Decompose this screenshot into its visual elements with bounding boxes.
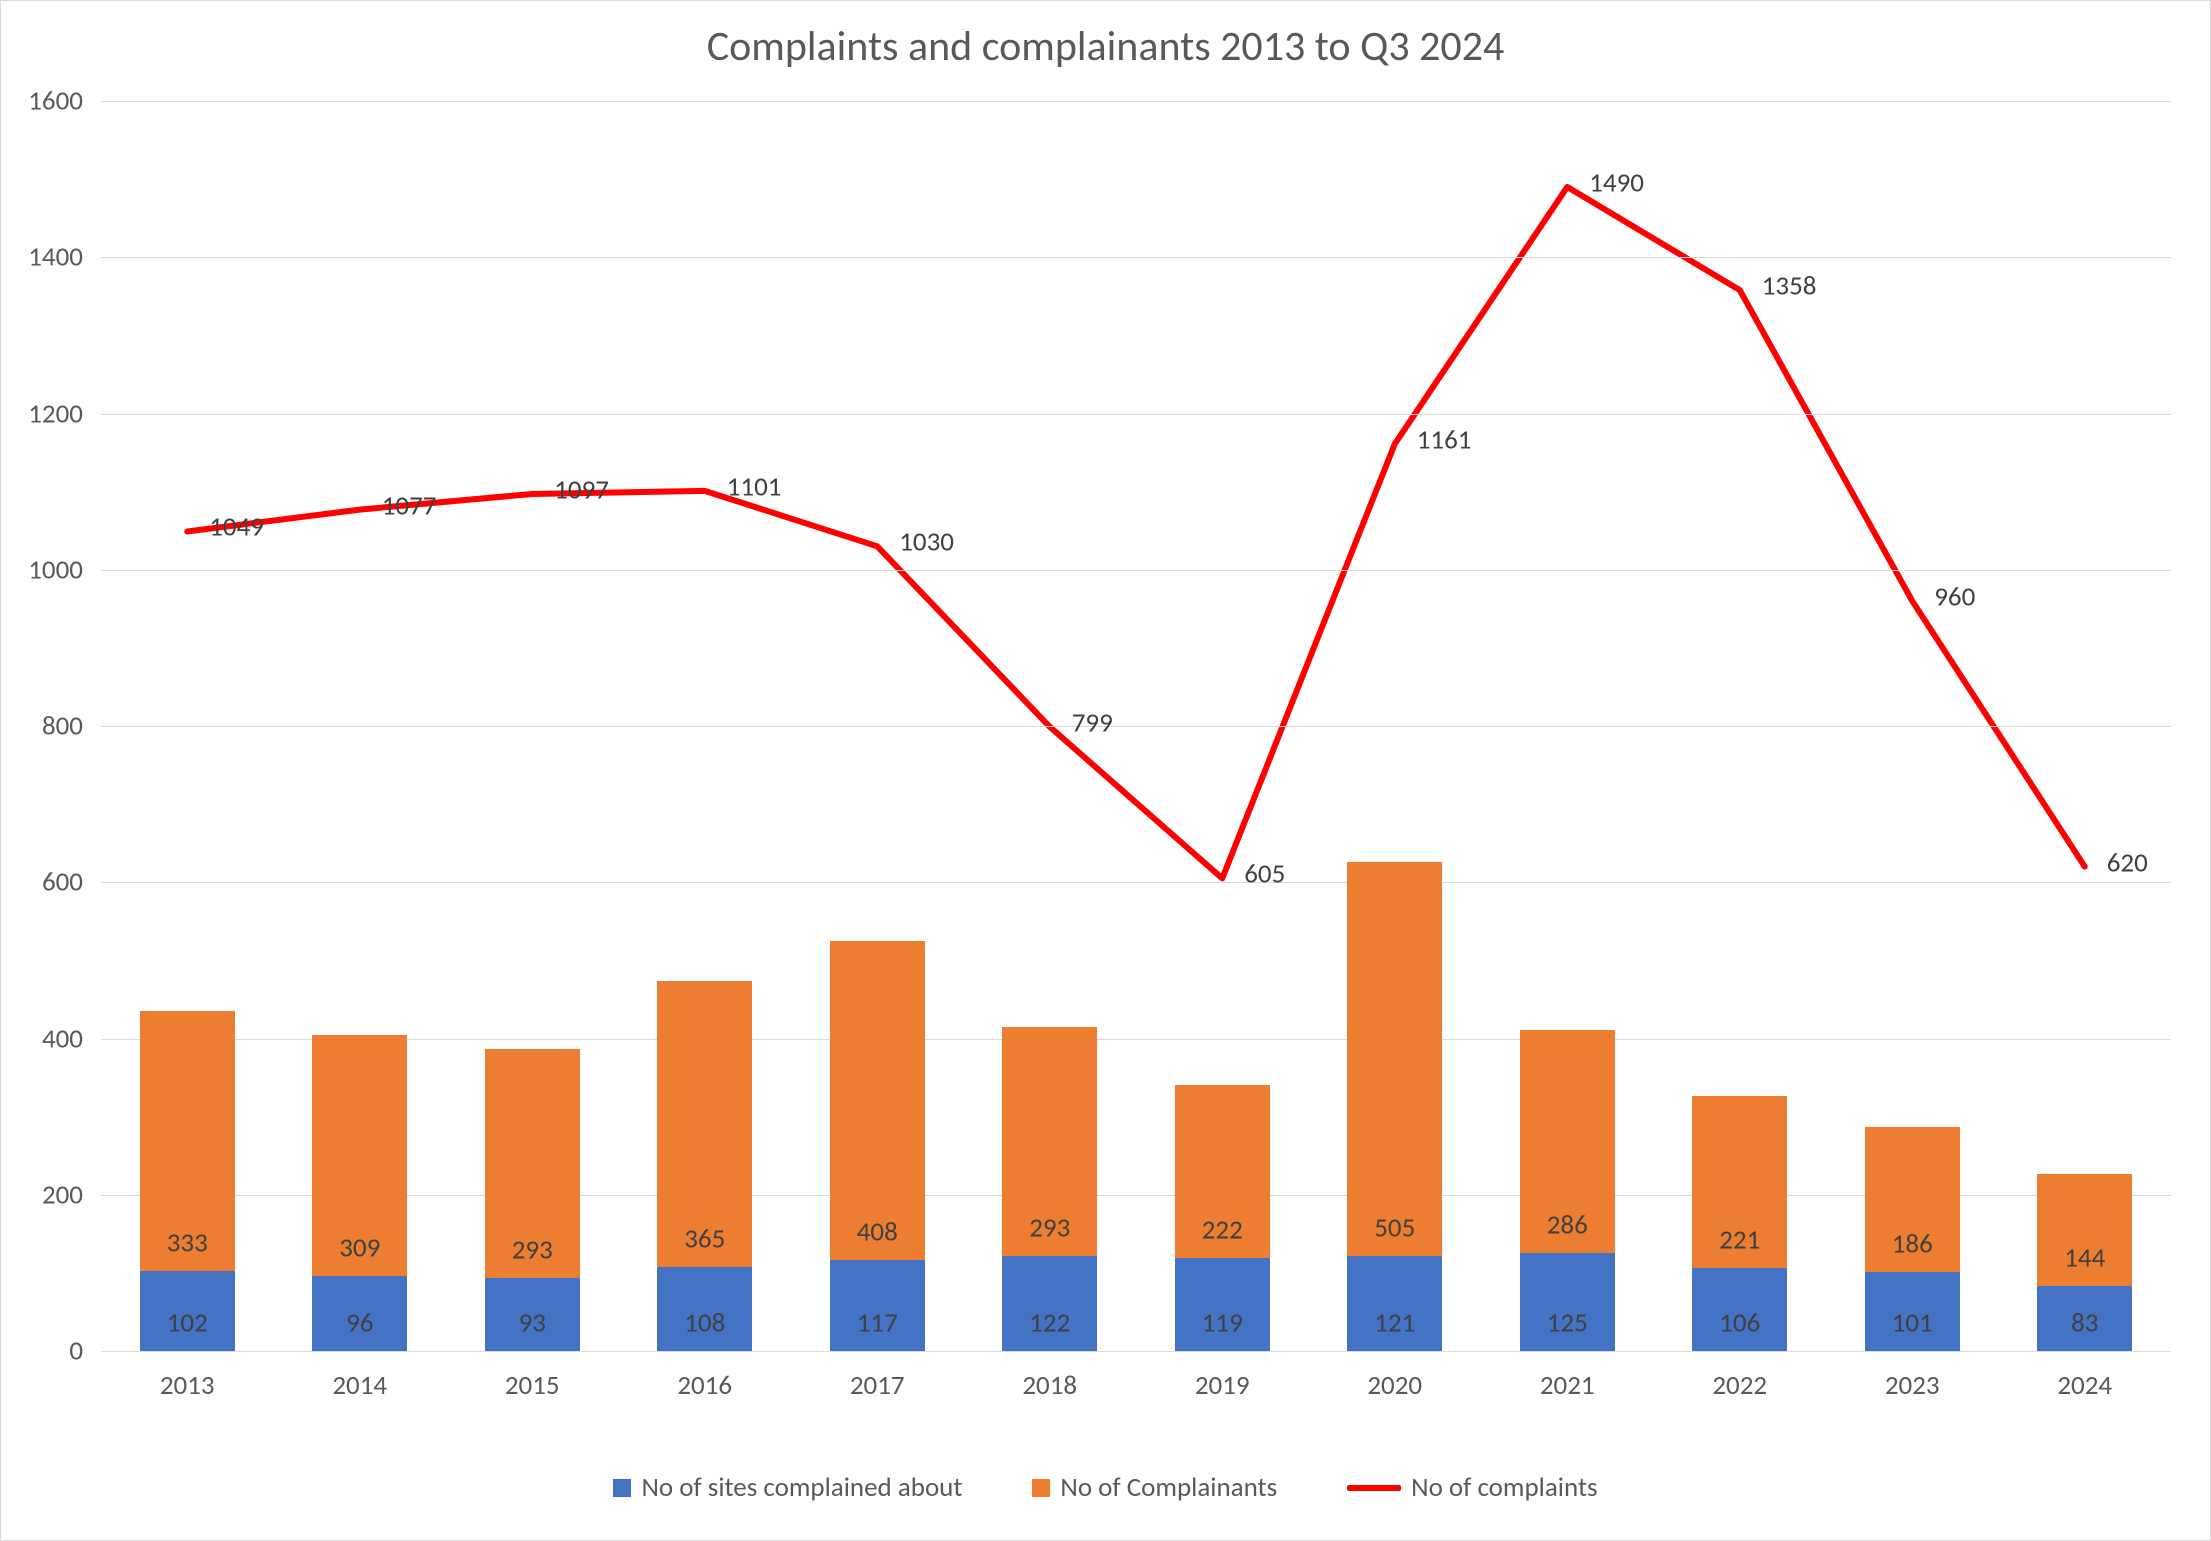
bar-sites bbox=[1520, 1253, 1615, 1351]
bar-complainants bbox=[312, 1035, 407, 1276]
bar-complainants bbox=[485, 1049, 580, 1278]
line-label-complaints: 605 bbox=[1244, 858, 1285, 891]
bar-sites bbox=[140, 1271, 235, 1351]
chart-title: Complaints and complainants 2013 to Q3 2… bbox=[1, 21, 2210, 72]
grid-line bbox=[101, 101, 2171, 102]
bar-complainants bbox=[1865, 1127, 1960, 1272]
legend-item: No of complaints bbox=[1347, 1471, 1597, 1504]
legend-item: No of Complainants bbox=[1032, 1471, 1277, 1504]
y-tick-label: 800 bbox=[42, 710, 83, 743]
grid-line bbox=[101, 882, 2171, 883]
line-label-complaints: 1049 bbox=[209, 511, 264, 544]
bar-sites bbox=[1865, 1272, 1960, 1351]
y-tick-label: 1200 bbox=[28, 397, 83, 430]
line-label-complaints: 1490 bbox=[1589, 166, 1644, 199]
grid-line bbox=[101, 414, 2171, 415]
y-tick-label: 1000 bbox=[28, 553, 83, 586]
bar-sites bbox=[1347, 1256, 1442, 1351]
bar-complainants bbox=[1347, 862, 1442, 1257]
bar-complainants bbox=[1520, 1030, 1615, 1253]
bar-sites bbox=[1175, 1258, 1270, 1351]
x-tick-label: 2013 bbox=[160, 1369, 215, 1402]
x-tick-label: 2015 bbox=[505, 1369, 560, 1402]
bar-complainants bbox=[1002, 1027, 1097, 1256]
grid-line bbox=[101, 570, 2171, 571]
legend-item: No of sites complained about bbox=[613, 1471, 962, 1504]
bar-sites bbox=[830, 1260, 925, 1351]
legend-label: No of complaints bbox=[1411, 1471, 1597, 1504]
line-label-complaints: 620 bbox=[2107, 846, 2148, 879]
x-tick-label: 2024 bbox=[2057, 1369, 2112, 1402]
x-tick-label: 2018 bbox=[1022, 1369, 1077, 1402]
bar-sites bbox=[657, 1267, 752, 1351]
chart-container: Complaints and complainants 2013 to Q3 2… bbox=[0, 0, 2211, 1541]
line-label-complaints: 1030 bbox=[899, 526, 954, 559]
grid-line bbox=[101, 257, 2171, 258]
line-label-complaints: 1077 bbox=[382, 489, 437, 522]
bar-sites bbox=[1692, 1268, 1787, 1351]
y-tick-label: 400 bbox=[42, 1022, 83, 1055]
bar-complainants bbox=[2037, 1174, 2132, 1287]
bar-complainants bbox=[1692, 1096, 1787, 1269]
bar-sites bbox=[1002, 1256, 1097, 1351]
line-label-complaints: 1358 bbox=[1762, 270, 1817, 303]
y-tick-label: 200 bbox=[42, 1178, 83, 1211]
line-label-complaints: 1161 bbox=[1417, 423, 1472, 456]
legend-label: No of sites complained about bbox=[641, 1471, 962, 1504]
bar-complainants bbox=[830, 941, 925, 1260]
y-tick-label: 1400 bbox=[28, 241, 83, 274]
legend-label: No of Complainants bbox=[1060, 1471, 1277, 1504]
x-tick-label: 2016 bbox=[677, 1369, 732, 1402]
x-tick-label: 2022 bbox=[1712, 1369, 1767, 1402]
line-label-complaints: 960 bbox=[1934, 581, 1975, 614]
bar-complainants bbox=[140, 1011, 235, 1271]
x-tick-label: 2019 bbox=[1195, 1369, 1250, 1402]
line-label-complaints: 799 bbox=[1072, 706, 1113, 739]
bar-complainants bbox=[1175, 1085, 1270, 1258]
grid-line bbox=[101, 1039, 2171, 1040]
y-tick-label: 600 bbox=[42, 866, 83, 899]
x-tick-label: 2021 bbox=[1540, 1369, 1595, 1402]
legend: No of sites complained about No of Compla… bbox=[1, 1471, 2210, 1504]
bar-sites bbox=[2037, 1286, 2132, 1351]
line-label-complaints: 1101 bbox=[727, 470, 782, 503]
grid-line bbox=[101, 726, 2171, 727]
x-tick-label: 2017 bbox=[850, 1369, 905, 1402]
bar-sites bbox=[485, 1278, 580, 1351]
grid-line bbox=[101, 1351, 2171, 1352]
y-tick-label: 0 bbox=[69, 1335, 83, 1368]
legend-swatch bbox=[613, 1479, 631, 1497]
bar-sites bbox=[312, 1276, 407, 1351]
plot-area: 0200400600800100012001400160020131023332… bbox=[101, 101, 2171, 1351]
y-tick-label: 1600 bbox=[28, 85, 83, 118]
bar-complainants bbox=[657, 981, 752, 1266]
line-complaints bbox=[187, 187, 2085, 878]
x-tick-label: 2014 bbox=[332, 1369, 387, 1402]
grid-line bbox=[101, 1195, 2171, 1196]
x-tick-label: 2020 bbox=[1367, 1369, 1422, 1402]
line-label-complaints: 1097 bbox=[554, 473, 609, 506]
legend-line-marker bbox=[1347, 1485, 1401, 1491]
legend-swatch bbox=[1032, 1479, 1050, 1497]
x-tick-label: 2023 bbox=[1885, 1369, 1940, 1402]
